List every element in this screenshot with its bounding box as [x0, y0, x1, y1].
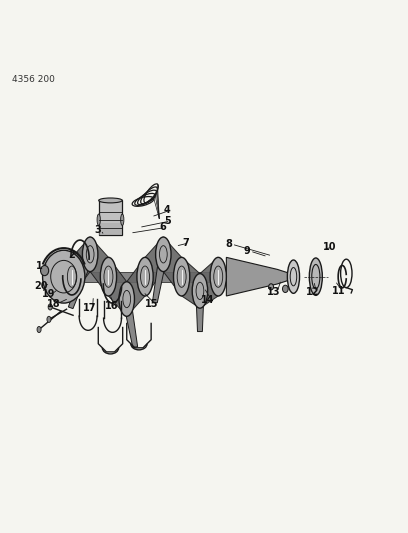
- Ellipse shape: [155, 237, 171, 272]
- Polygon shape: [72, 237, 90, 296]
- Text: 2: 2: [69, 250, 75, 260]
- Polygon shape: [109, 257, 127, 316]
- Ellipse shape: [287, 260, 299, 293]
- Polygon shape: [163, 237, 182, 296]
- Text: 6: 6: [159, 222, 166, 232]
- Polygon shape: [127, 257, 145, 316]
- Ellipse shape: [48, 304, 52, 310]
- Ellipse shape: [210, 257, 226, 296]
- Ellipse shape: [309, 258, 322, 295]
- Polygon shape: [145, 237, 163, 296]
- Text: 20: 20: [34, 281, 47, 291]
- FancyBboxPatch shape: [99, 223, 122, 235]
- Ellipse shape: [97, 214, 100, 225]
- Ellipse shape: [47, 316, 51, 322]
- Text: 8: 8: [225, 239, 232, 249]
- Ellipse shape: [119, 282, 135, 316]
- Polygon shape: [226, 257, 293, 296]
- Polygon shape: [90, 237, 109, 296]
- Text: 7: 7: [182, 238, 189, 248]
- Ellipse shape: [99, 198, 122, 203]
- Text: 10: 10: [323, 242, 337, 252]
- Text: 4356 200: 4356 200: [12, 75, 55, 84]
- Polygon shape: [200, 257, 218, 308]
- Text: 14: 14: [201, 295, 215, 305]
- FancyBboxPatch shape: [99, 200, 122, 235]
- Ellipse shape: [192, 273, 208, 308]
- Ellipse shape: [82, 237, 98, 272]
- Ellipse shape: [40, 265, 49, 276]
- Text: 9: 9: [243, 246, 250, 256]
- Polygon shape: [64, 272, 277, 281]
- Ellipse shape: [268, 284, 273, 290]
- Ellipse shape: [37, 327, 41, 333]
- Text: 12: 12: [306, 287, 320, 297]
- Ellipse shape: [282, 285, 288, 293]
- Text: 18: 18: [47, 299, 60, 309]
- Ellipse shape: [121, 214, 124, 225]
- Text: 3: 3: [94, 225, 101, 235]
- Text: 13: 13: [267, 287, 281, 297]
- Ellipse shape: [42, 250, 85, 303]
- Polygon shape: [69, 253, 94, 309]
- Polygon shape: [196, 291, 204, 332]
- Text: 11: 11: [332, 286, 346, 296]
- Text: 5: 5: [164, 216, 171, 226]
- Ellipse shape: [64, 257, 80, 296]
- Ellipse shape: [137, 257, 153, 296]
- Text: 19: 19: [42, 289, 55, 299]
- Ellipse shape: [100, 257, 117, 296]
- Polygon shape: [182, 257, 200, 308]
- Text: 1: 1: [36, 261, 43, 271]
- Text: 15: 15: [145, 299, 159, 309]
- Polygon shape: [153, 254, 167, 303]
- Text: 4: 4: [163, 205, 170, 215]
- Polygon shape: [123, 298, 137, 348]
- Ellipse shape: [173, 257, 190, 296]
- Text: 16: 16: [104, 301, 118, 311]
- Text: 17: 17: [82, 303, 96, 313]
